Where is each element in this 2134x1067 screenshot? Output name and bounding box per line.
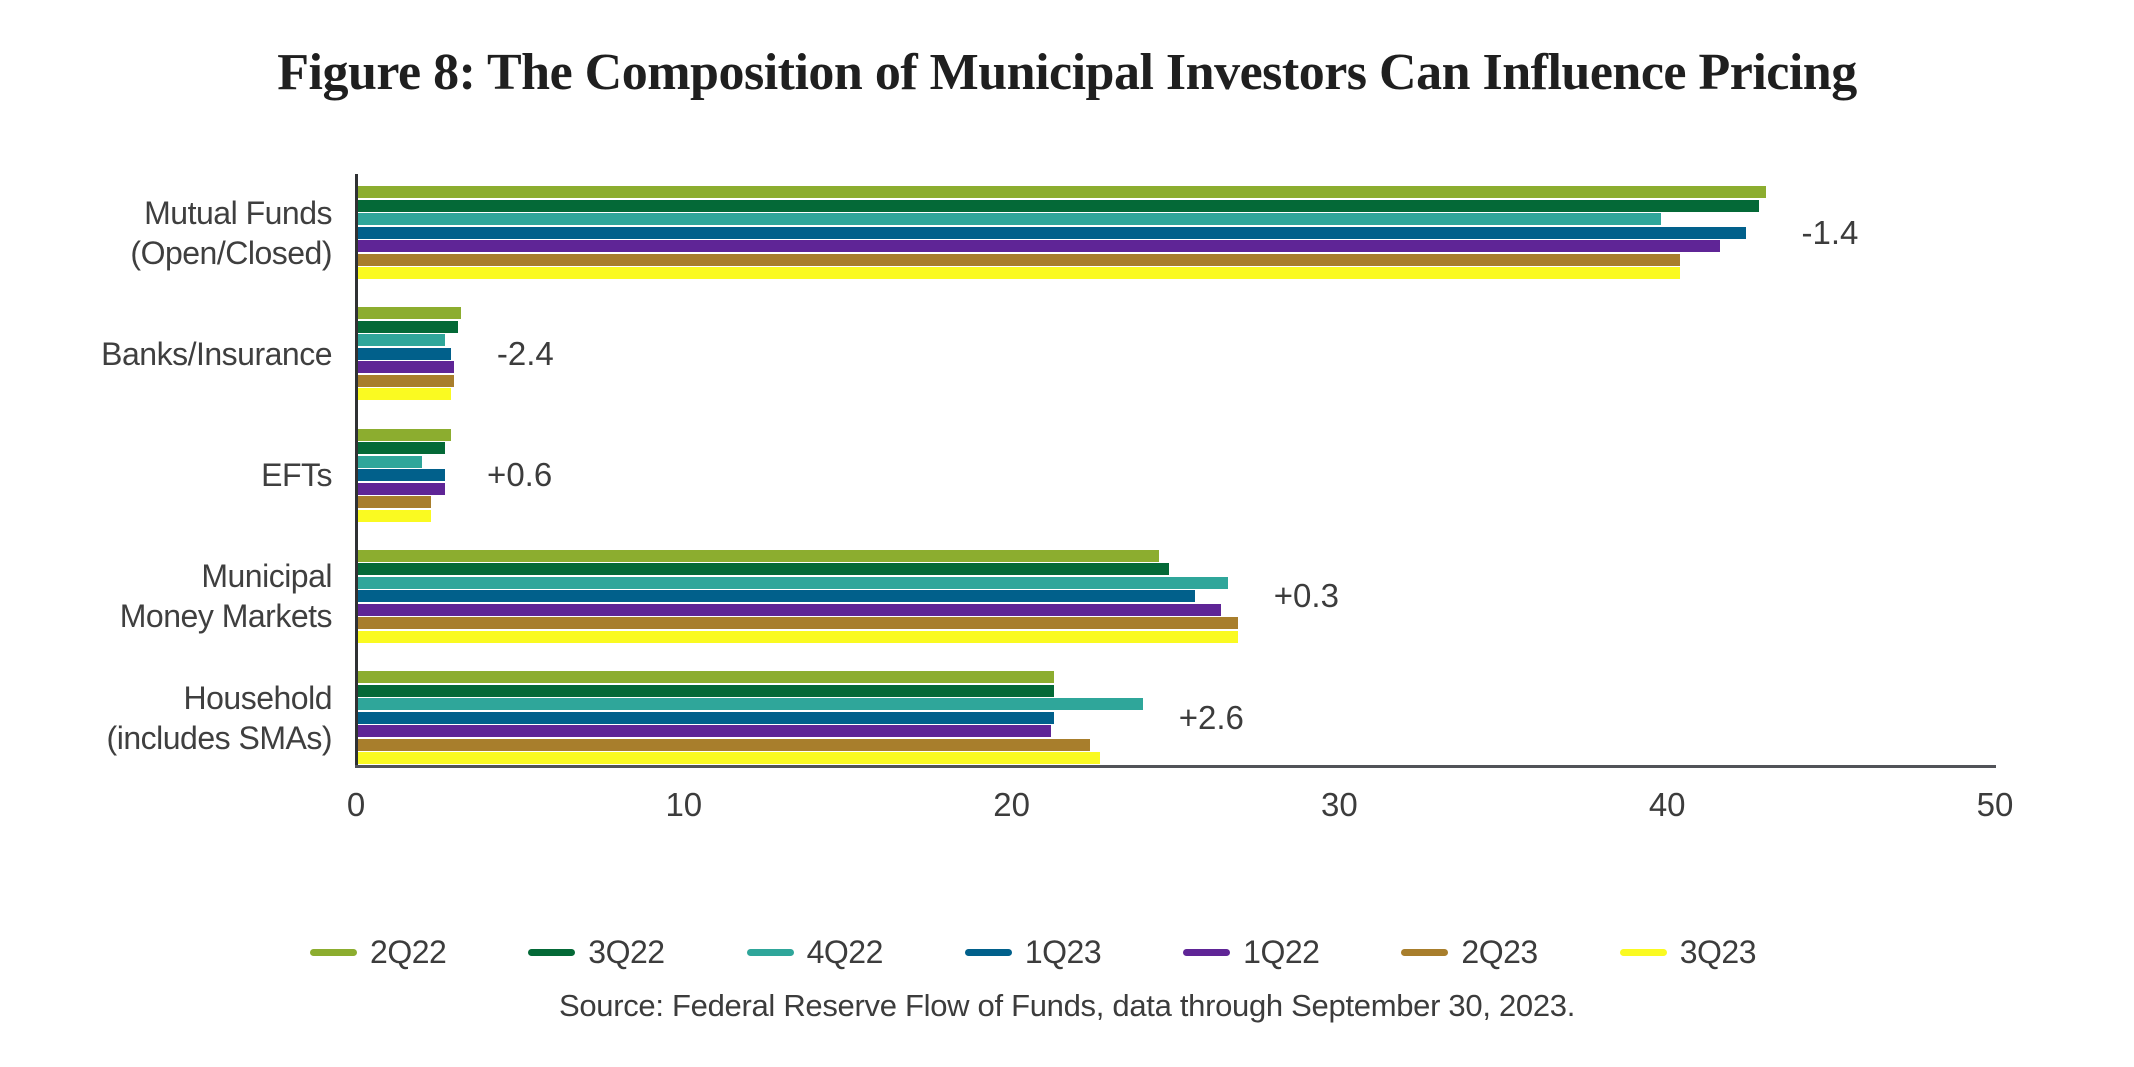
bar-2Q22-cat1 (358, 307, 461, 320)
legend-label: 2Q22 (370, 934, 447, 970)
bar-1Q23-cat3 (358, 590, 1196, 603)
legend-item-2Q23: 2Q23 (1401, 934, 1538, 971)
bar-2Q23-cat4 (358, 738, 1091, 751)
category-label: Municipal Money Markets (0, 556, 333, 636)
bar-4Q22-cat1 (358, 334, 445, 347)
bar-1Q22-cat3 (358, 603, 1222, 616)
bar-2Q22-cat0 (358, 186, 1766, 198)
category-label-line: (includes SMAs) (106, 719, 333, 756)
legend-swatch-icon (1183, 949, 1231, 956)
bar-1Q22-cat1 (358, 361, 455, 374)
category-label: Banks/Insurance (0, 334, 332, 374)
bar-1Q23-cat1 (358, 347, 452, 360)
bar-4Q22-cat3 (358, 576, 1228, 589)
x-axis-line (355, 765, 1996, 768)
bar-1Q22-cat0 (358, 240, 1720, 252)
x-tick-label: 50 (1976, 786, 2014, 823)
bar-2Q23-cat3 (358, 617, 1238, 630)
legend-item-1Q22: 1Q22 (1183, 934, 1320, 971)
bar-2Q23-cat2 (358, 496, 432, 508)
bar-2Q23-cat0 (358, 253, 1681, 266)
legend-item-1Q23: 1Q23 (964, 934, 1102, 971)
bar-2Q22-cat4 (358, 671, 1055, 683)
category-label-line: (Open/Closed) (130, 234, 332, 271)
source-note: Source: Federal Reserve Flow of Funds, d… (558, 988, 1576, 1023)
bar-3Q22-cat4 (358, 684, 1055, 697)
category-label: EFTs (0, 455, 332, 495)
bar-3Q23-cat1 (358, 388, 452, 401)
category-label: Household (includes SMAs) (0, 678, 333, 758)
bar-1Q23-cat0 (358, 226, 1746, 239)
bar-3Q23-cat0 (358, 267, 1681, 279)
change-annotation: +0.6 (487, 456, 553, 493)
category-label-line: Mutual Funds (144, 194, 332, 231)
legend-item-4Q22: 4Q22 (746, 934, 884, 971)
bar-3Q23-cat3 (358, 630, 1238, 643)
legend-label: 3Q23 (1679, 934, 1757, 970)
bar-3Q22-cat3 (358, 563, 1169, 576)
bar-1Q22-cat2 (358, 482, 445, 495)
category-label: Mutual Funds (Open/Closed) (0, 193, 332, 273)
legend-label: 2Q23 (1461, 934, 1538, 970)
category-label-line: Household (183, 679, 333, 716)
bar-3Q22-cat2 (358, 442, 445, 454)
bar-1Q23-cat2 (358, 469, 445, 481)
legend-item-2Q22: 2Q22 (310, 934, 447, 971)
change-annotation: +2.6 (1178, 698, 1244, 736)
chart-title: Figure 8: The Composition of Municipal I… (277, 44, 1857, 101)
legend-item-3Q22: 3Q22 (528, 934, 665, 971)
legend-label: 4Q22 (806, 934, 884, 970)
category-label-line: Banks/Insurance (101, 335, 332, 372)
x-tick-label: 30 (1321, 786, 1358, 823)
change-annotation: +0.3 (1273, 577, 1339, 615)
bar-3Q22-cat0 (358, 199, 1759, 212)
bar-3Q23-cat4 (358, 752, 1101, 764)
legend-label: 1Q22 (1243, 934, 1320, 970)
legend-swatch-icon (1401, 949, 1449, 956)
bar-3Q22-cat1 (358, 320, 458, 333)
bar-4Q22-cat4 (358, 698, 1143, 710)
legend-swatch-icon (310, 949, 358, 956)
x-tick-label: 10 (665, 786, 703, 823)
bar-4Q22-cat0 (358, 213, 1661, 225)
legend-label: 1Q23 (1024, 934, 1102, 970)
bar-4Q22-cat2 (358, 455, 422, 468)
x-tick-label: 40 (1648, 786, 1686, 823)
change-annotation: -2.4 (496, 334, 554, 372)
legend: 2Q22 3Q22 4Q22 1Q23 1Q22 2Q23 3Q23 (0, 934, 2100, 971)
bar-1Q22-cat4 (358, 725, 1051, 737)
bar-3Q23-cat2 (358, 509, 432, 522)
legend-swatch-icon (746, 949, 794, 956)
bar-2Q22-cat2 (358, 428, 452, 441)
category-label-line: EFTs (261, 457, 332, 493)
category-label-line: Municipal (201, 558, 332, 595)
bar-2Q23-cat1 (358, 374, 455, 387)
legend-swatch-icon (528, 949, 576, 956)
bar-2Q22-cat3 (358, 549, 1160, 562)
y-axis-line (355, 174, 358, 768)
x-tick-label: 20 (993, 786, 1030, 823)
legend-swatch-icon (1619, 949, 1667, 956)
x-tick-label: 0 (346, 786, 366, 823)
legend-swatch-icon (964, 949, 1012, 956)
legend-label: 3Q22 (588, 934, 665, 970)
category-label-line: Money Markets (119, 598, 333, 635)
bar-1Q23-cat4 (358, 711, 1055, 724)
change-annotation: -1.4 (1801, 213, 1859, 251)
legend-item-3Q23: 3Q23 (1619, 934, 1757, 971)
